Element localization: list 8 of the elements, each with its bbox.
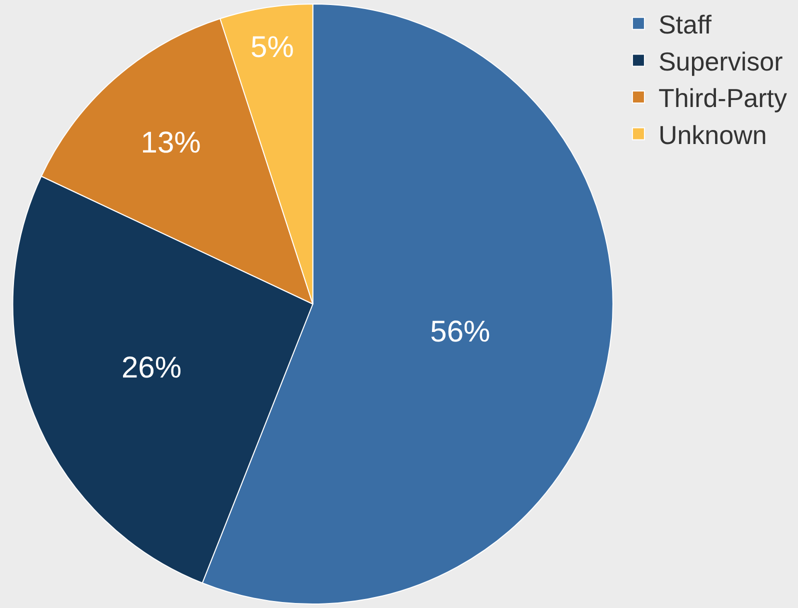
legend-label: Staff: [658, 10, 712, 40]
data-label: 13%: [140, 126, 201, 160]
legend-label: Unknown: [658, 120, 767, 150]
legend-label: Supervisor: [658, 46, 784, 76]
data-label: 26%: [121, 351, 182, 384]
legend-label: Third-Party: [658, 83, 788, 114]
data-label: 56%: [430, 316, 490, 349]
data-label: 5%: [250, 31, 294, 64]
